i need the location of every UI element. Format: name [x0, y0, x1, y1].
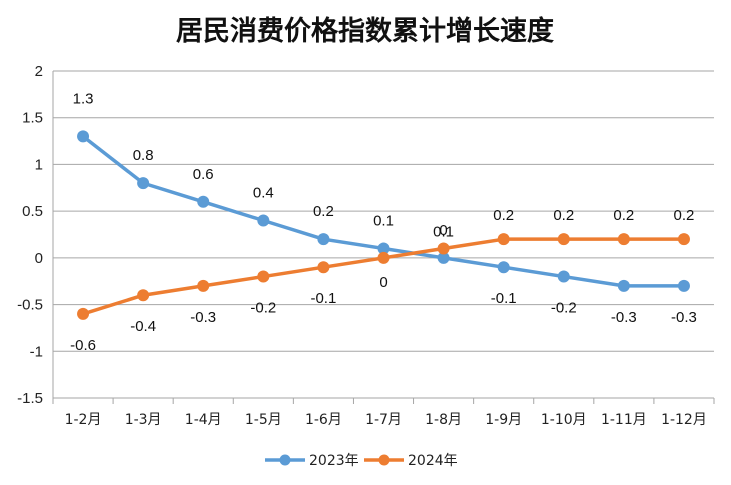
legend-label: 2024年 [408, 453, 458, 469]
data-point [77, 307, 90, 320]
data-label: 0.1 [433, 224, 454, 241]
legend: 2023年 2024年 [265, 453, 458, 469]
y-tick-label: -0.5 [17, 297, 43, 314]
data-label: 0.2 [313, 203, 334, 220]
x-tick-label: 1-9月 [485, 412, 522, 428]
data-point [317, 233, 330, 246]
data-point [437, 242, 450, 255]
data-label: 0.6 [193, 166, 214, 183]
data-point [617, 279, 630, 292]
data-point [497, 233, 510, 246]
chart-title: 居民消费价格指数累计增长速度 [176, 15, 554, 47]
data-point [377, 251, 390, 264]
data-label: 1.3 [73, 90, 94, 107]
x-tick-label: 1-3月 [125, 412, 162, 428]
data-point [557, 233, 570, 246]
legend-swatch-marker [378, 454, 390, 466]
data-label: -0.3 [611, 309, 637, 326]
data-label: 0.1 [373, 213, 394, 230]
x-tick-label: 1-5月 [245, 412, 282, 428]
x-tick-label: 1-11月 [601, 412, 647, 428]
data-label: -0.6 [70, 337, 96, 354]
y-tick-label: 0.5 [22, 203, 43, 220]
x-axis: 1-2月 1-3月 1-4月 1-5月 1-6月 1-7月 1-8月 1-9月 1-10月 1-1… [52, 398, 715, 428]
legend-swatch-marker [279, 454, 291, 466]
data-label: 0.2 [493, 207, 514, 224]
y-tick-label: 0 [35, 250, 43, 267]
data-point [677, 233, 690, 246]
data-label: -0.2 [551, 300, 577, 317]
x-tick-label: 1-4月 [185, 412, 222, 428]
data-label: 0.2 [674, 207, 695, 224]
data-point [377, 242, 390, 255]
data-labels: 1.30.80.60.40.20.10-0.1-0.2-0.3 -0.3-0.6-… [70, 90, 697, 354]
data-label: 0.8 [133, 147, 154, 164]
data-label: -0.4 [130, 318, 156, 335]
data-label: -0.1 [310, 290, 336, 307]
data-point [557, 270, 570, 283]
data-point [137, 289, 150, 302]
x-tick-label: 1-10月 [541, 412, 587, 428]
y-tick-label: 1 [35, 156, 43, 173]
data-label: -0.3 [671, 309, 697, 326]
data-point [257, 214, 270, 227]
y-axis: 2 1.5 1 0.5 0 -0.5 -1 -1.5 [17, 63, 43, 407]
gridlines [52, 70, 714, 399]
data-label: -0.3 [190, 309, 216, 326]
data-point [617, 233, 630, 246]
data-label: 0 [379, 274, 387, 291]
x-tick-label: 1-8月 [425, 412, 462, 428]
y-tick-label: -1 [30, 343, 43, 360]
y-tick-label: 1.5 [22, 110, 43, 127]
y-tick-label: 2 [35, 63, 43, 80]
data-point [317, 261, 330, 274]
x-tick-label: 1-2月 [65, 412, 102, 428]
data-label: 0.4 [253, 184, 274, 201]
data-point [677, 279, 690, 292]
data-point [137, 177, 150, 190]
data-label: -0.1 [491, 290, 517, 307]
legend-label: 2023年 [309, 453, 359, 469]
data-point [497, 261, 510, 274]
data-point [437, 251, 450, 264]
y-tick-label: -1.5 [17, 390, 43, 407]
data-label: 0.2 [613, 207, 634, 224]
data-label: 0 [439, 222, 447, 239]
x-tick-label: 1-7月 [365, 412, 402, 428]
x-tick-label: 1-6月 [305, 412, 342, 428]
data-point [77, 130, 90, 143]
data-point [197, 279, 210, 292]
data-label: -0.2 [250, 300, 276, 317]
x-tick-label: 1-12月 [661, 412, 707, 428]
series-layer [77, 130, 690, 320]
data-point [257, 270, 270, 283]
data-label: 0.2 [553, 207, 574, 224]
data-point [197, 195, 210, 208]
